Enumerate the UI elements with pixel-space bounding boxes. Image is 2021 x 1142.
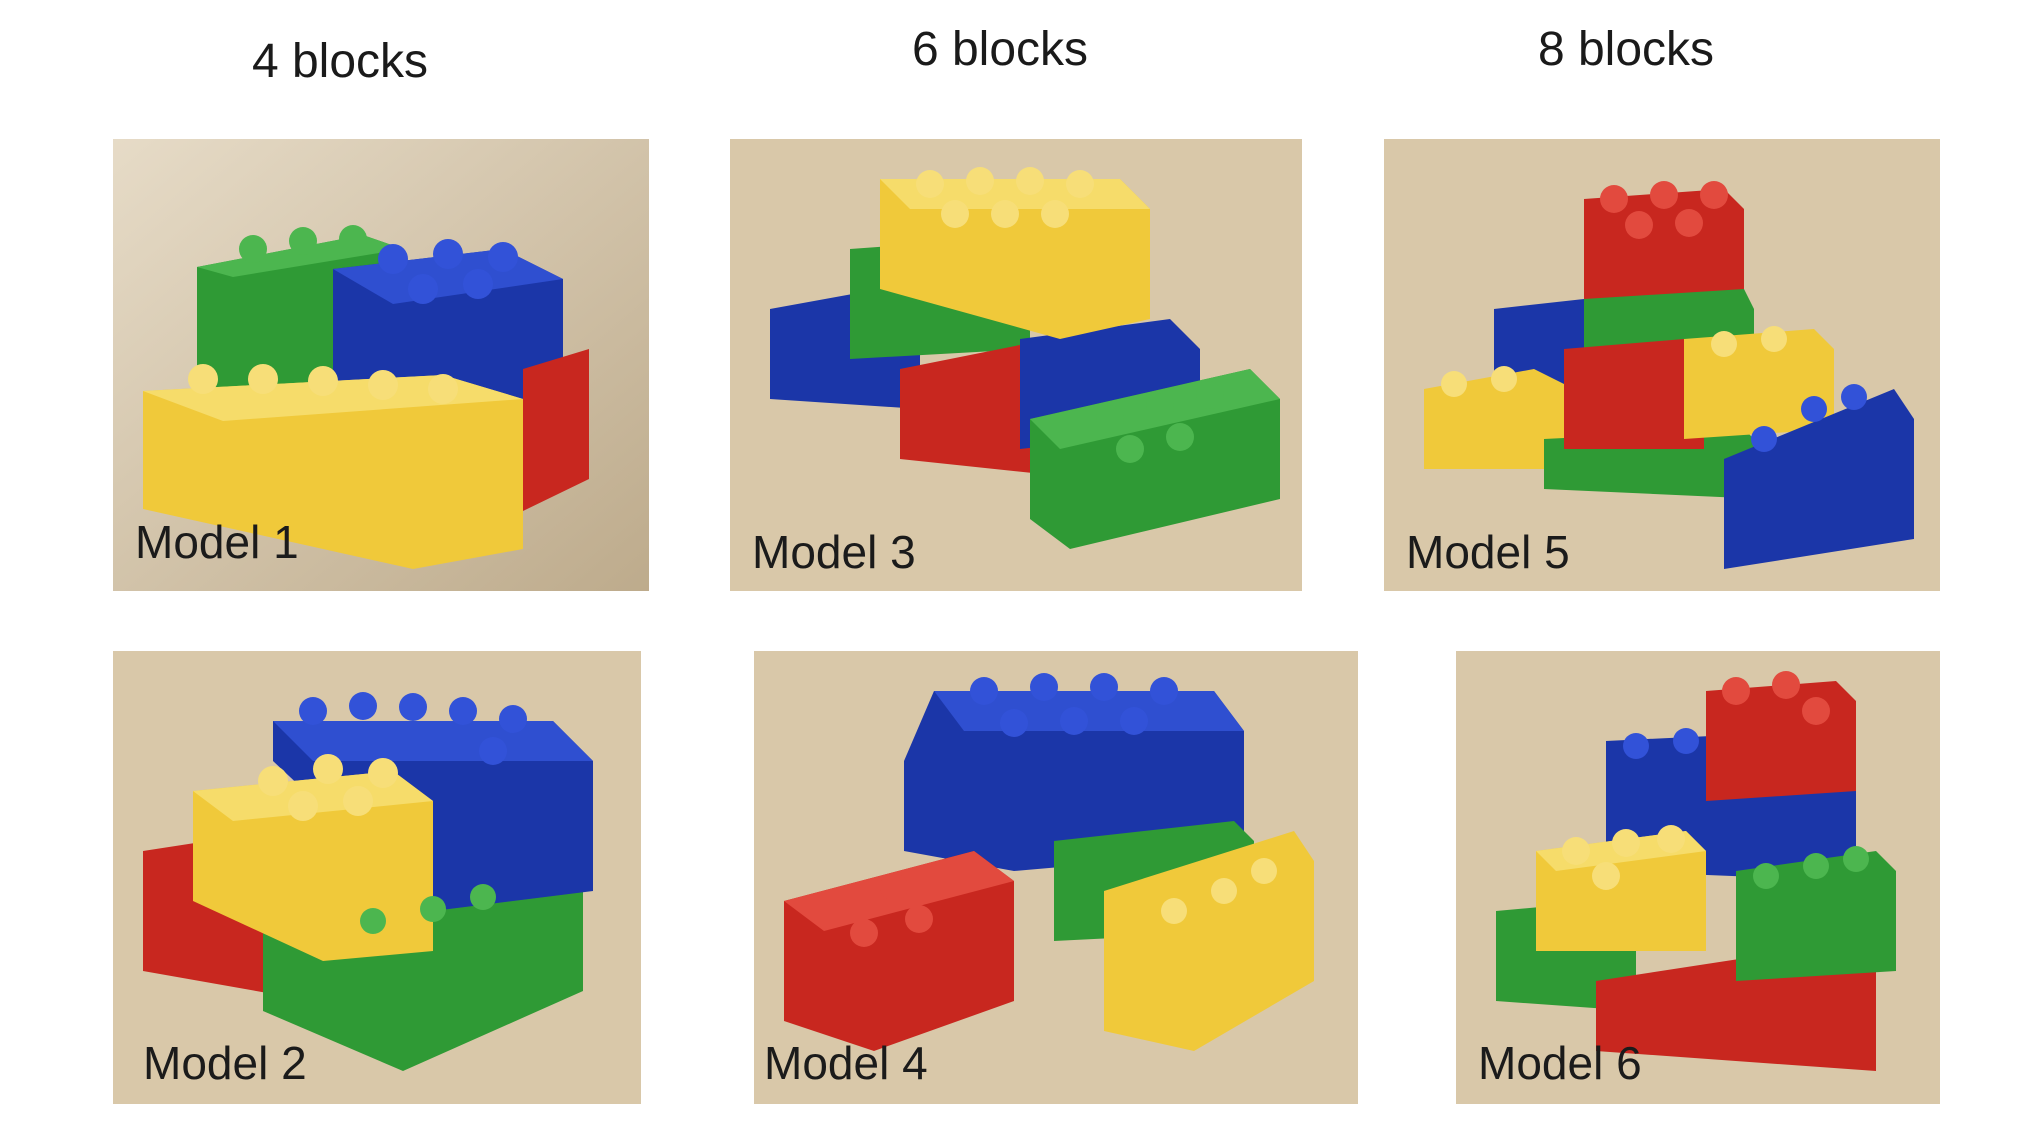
column-header-4-blocks: 4 blocks: [251, 35, 429, 88]
model-1-photo: Model 1: [113, 139, 649, 591]
model-3-photo: Model 3: [730, 139, 1302, 591]
model-1-label: Model 1: [135, 516, 299, 568]
model-3-illustration: [730, 139, 1302, 591]
column-header-8-blocks: 8 blocks: [1537, 23, 1715, 76]
model-1-illustration: [113, 139, 649, 591]
model-5-label: Model 5: [1406, 526, 1570, 578]
column-header-6-blocks: 6 blocks: [911, 23, 1089, 76]
model-5-illustration: [1384, 139, 1940, 591]
model-2-photo: Model 2: [113, 651, 641, 1104]
model-5-photo: Model 5: [1384, 139, 1940, 591]
model-3-label: Model 3: [752, 526, 916, 578]
model-4-illustration: [754, 651, 1358, 1104]
model-6-photo: Model 6: [1456, 651, 1940, 1104]
model-6-label: Model 6: [1478, 1037, 1642, 1089]
model-6-illustration: [1456, 651, 1940, 1104]
model-2-label: Model 2: [143, 1037, 307, 1089]
model-4-photo: Model 4: [754, 651, 1358, 1104]
model-4-label: Model 4: [764, 1037, 928, 1089]
model-2-illustration: [113, 651, 641, 1104]
